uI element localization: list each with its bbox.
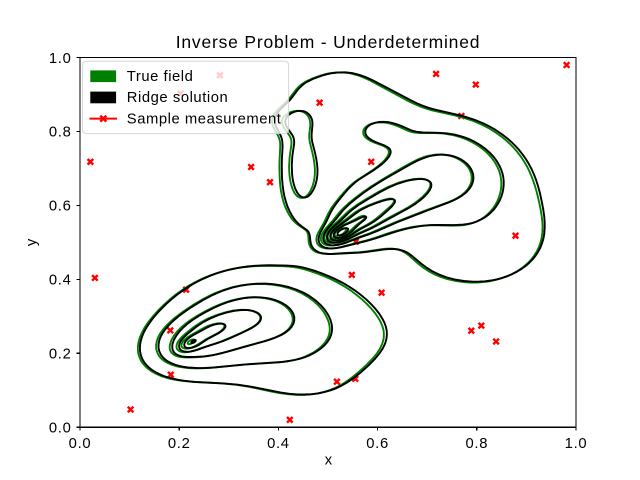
svg-text:0.0: 0.0 — [69, 436, 92, 452]
svg-text:0.6: 0.6 — [49, 199, 72, 215]
svg-text:0.2: 0.2 — [49, 347, 72, 363]
svg-text:Inverse Problem - Underdetermi: Inverse Problem - Underdetermined — [176, 32, 481, 52]
svg-text:Ridge solution: Ridge solution — [127, 90, 228, 106]
svg-text:x: x — [325, 452, 333, 468]
svg-text:0.4: 0.4 — [49, 273, 72, 289]
svg-text:0.4: 0.4 — [267, 436, 290, 452]
svg-text:Sample measurement: Sample measurement — [127, 111, 282, 127]
svg-text:0.0: 0.0 — [49, 420, 72, 436]
svg-text:0.2: 0.2 — [168, 436, 191, 452]
svg-text:True field: True field — [127, 69, 194, 85]
svg-text:y: y — [24, 238, 40, 246]
svg-text:1.0: 1.0 — [565, 436, 588, 452]
svg-text:1.0: 1.0 — [49, 51, 72, 67]
svg-text:0.6: 0.6 — [366, 436, 389, 452]
svg-text:0.8: 0.8 — [465, 436, 488, 452]
svg-text:0.8: 0.8 — [49, 125, 72, 141]
